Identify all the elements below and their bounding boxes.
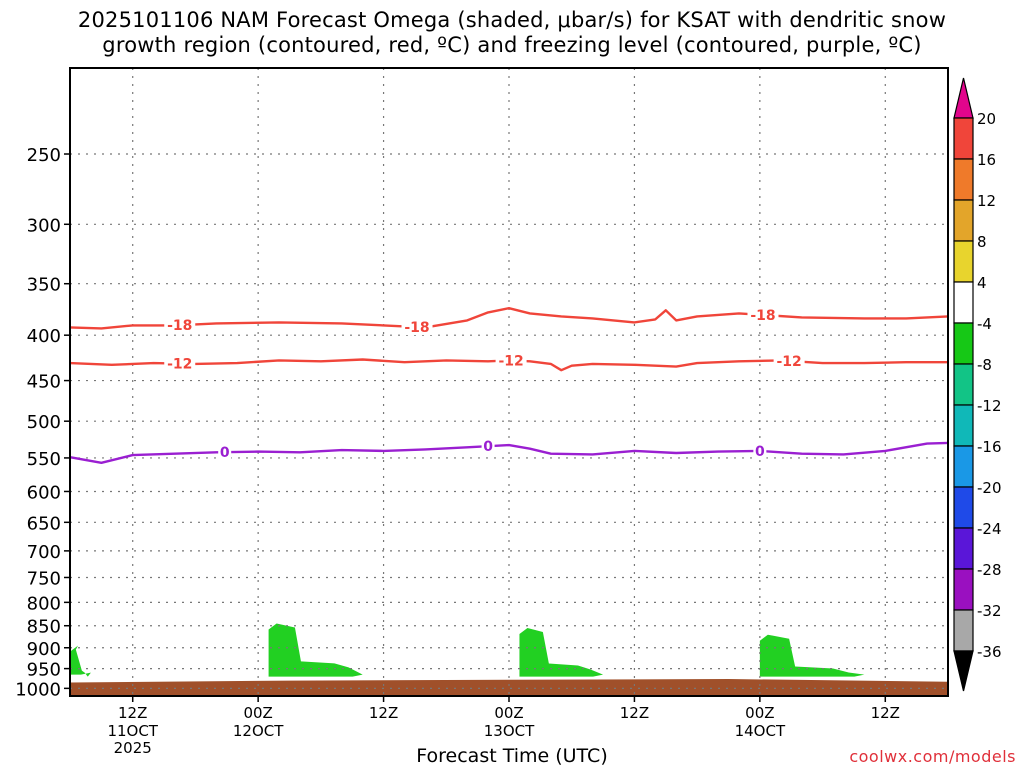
y-tick-label-650: 650: [27, 513, 61, 534]
y-tick-label-400: 400: [27, 326, 61, 347]
colorbar-box: [953, 240, 974, 283]
colorbar-top-arrow: [953, 77, 974, 119]
x-tick-date: 14OCT: [735, 722, 786, 740]
colorbar-label: -12: [977, 397, 1002, 415]
chart-title-line1: 2025101106 NAM Forecast Omega (shaded, μ…: [77, 8, 947, 32]
contour-label-0: 0: [220, 445, 230, 461]
x-tick-label: 00Z: [494, 704, 523, 722]
y-tick-label-700: 700: [27, 542, 61, 563]
colorbar-box: [953, 486, 974, 529]
contour-label-bg: [164, 317, 196, 334]
contour-label--18: -18: [167, 318, 192, 334]
contour-label--12: -12: [776, 354, 801, 370]
contour-label-bg: [495, 352, 527, 369]
y-tick-label-850: 850: [27, 617, 61, 638]
omega-region-4: [759, 634, 865, 677]
contour-label--12: -12: [167, 357, 192, 373]
colorbar-bottom-arrow: [953, 650, 974, 692]
colorbar-label: 20: [977, 110, 996, 128]
y-tick-label-450: 450: [27, 372, 61, 393]
x-axis-title: Forecast Time (UTC): [416, 745, 608, 767]
colorbar-box: [953, 117, 974, 160]
colorbar-box: [953, 322, 974, 365]
chart-title-line2: growth region (contoured, red, ºC) and f…: [102, 33, 922, 57]
x-tick-label: 00Z: [243, 704, 272, 722]
x-tick-label: 12Z: [871, 704, 900, 722]
contour-label-0: 0: [483, 439, 493, 455]
colorbar-label: -20: [977, 479, 1002, 497]
colorbar-box: [953, 568, 974, 611]
x-tick-date: 13OCT: [484, 722, 535, 740]
colorbar-label: -36: [977, 643, 1002, 661]
y-tick-label-1000: 1000: [15, 679, 61, 700]
omega-region-2: [268, 623, 363, 677]
colorbar-box: [953, 609, 974, 652]
x-tick-label: 12Z: [369, 704, 398, 722]
contour-label--18: -18: [750, 308, 775, 324]
colorbar-box: [953, 199, 974, 242]
contour-line-0: [69, 441, 949, 464]
colorbar-label: -4: [977, 315, 992, 333]
x-tick-label: 12Z: [118, 704, 147, 722]
colorbar-label: -24: [977, 520, 1002, 538]
colorbar-box: [953, 158, 974, 201]
contour-label-bg: [753, 442, 767, 459]
colorbar-box: [953, 404, 974, 447]
colorbar-label: -32: [977, 602, 1002, 620]
contour-line--18: [69, 307, 949, 330]
contour-label-bg: [747, 306, 779, 323]
omega-region-3: [519, 627, 604, 677]
colorbar-box: [953, 281, 974, 324]
colorbar-label: -28: [977, 561, 1002, 579]
y-tick-label-500: 500: [27, 412, 61, 433]
y-tick-label-750: 750: [27, 568, 61, 589]
x-tick-date: 11OCT: [107, 722, 158, 740]
contour-label-0: 0: [755, 444, 765, 460]
colorbar-label: -8: [977, 356, 992, 374]
x-tick-label: 00Z: [745, 704, 774, 722]
y-tick-label-900: 900: [27, 639, 61, 660]
y-tick-label-350: 350: [27, 275, 61, 296]
contour-label--18: -18: [404, 320, 429, 336]
contour-label-bg: [218, 444, 232, 461]
y-tick-label-950: 950: [27, 660, 61, 681]
colorbar-box: [953, 363, 974, 406]
contour-label-bg: [164, 355, 196, 372]
contour-label-bg: [773, 352, 805, 369]
y-tick-label-300: 300: [27, 215, 61, 236]
x-tick-year: 2025: [114, 739, 152, 757]
contour-label-bg: [401, 318, 433, 335]
colorbar-label: -16: [977, 438, 1002, 456]
colorbar-label: 8: [977, 233, 987, 251]
colorbar-box: [953, 527, 974, 570]
y-tick-label-250: 250: [27, 145, 61, 166]
y-tick-label-600: 600: [27, 482, 61, 503]
ground-fill: [70, 679, 948, 696]
omega-region-1: [70, 645, 91, 677]
contour-label--12: -12: [498, 353, 523, 369]
y-tick-label-550: 550: [27, 449, 61, 470]
x-tick-label: 12Z: [620, 704, 649, 722]
colorbar-label: 16: [977, 151, 996, 169]
y-tick-label-800: 800: [27, 593, 61, 614]
colorbar-label: 4: [977, 274, 987, 292]
colorbar-box: [953, 445, 974, 488]
x-tick-date: 12OCT: [233, 722, 284, 740]
contour-label-bg: [481, 438, 495, 455]
colorbar-label: 12: [977, 192, 996, 210]
chart-title: 2025101106 NAM Forecast Omega (shaded, μ…: [0, 8, 1024, 58]
credit-text[interactable]: coolwx.com/models: [849, 747, 1016, 766]
